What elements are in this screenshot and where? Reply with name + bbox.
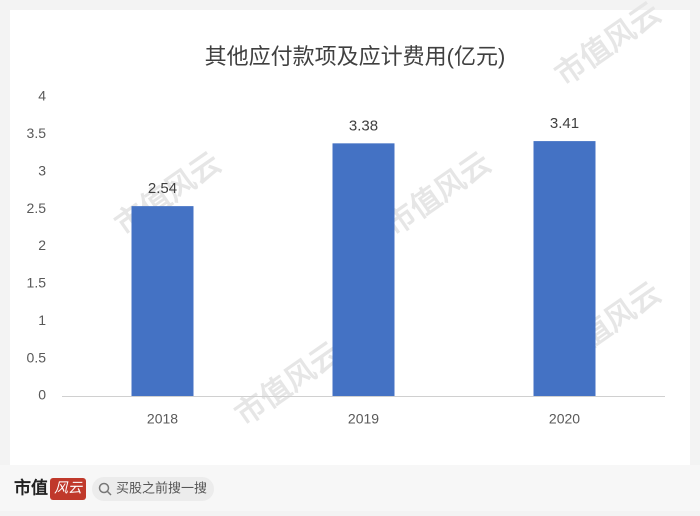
y-tick-label: 2.5: [27, 200, 47, 216]
logo-box: [50, 478, 86, 500]
search-box[interactable]: [92, 477, 214, 501]
search-icon: [98, 482, 110, 494]
x-tick-label: 2018: [147, 411, 178, 427]
footer-brand: 市值: [14, 477, 48, 497]
bar: [332, 143, 395, 396]
x-tick-label: 2019: [348, 411, 379, 427]
bar: [533, 141, 596, 396]
value-label: 2.54: [148, 180, 177, 197]
y-tick-label: 1.5: [27, 275, 47, 291]
value-label: 3.38: [349, 117, 378, 134]
y-tick-label: 4: [38, 88, 46, 104]
value-label: 3.41: [550, 115, 579, 132]
y-tick-label: 2: [38, 237, 46, 253]
y-tick-label: 3.5: [27, 125, 47, 141]
footer-logo: 风云: [54, 480, 83, 496]
search-text[interactable]: 买股之前搜一搜: [116, 480, 207, 495]
y-tick-label: 0: [38, 387, 46, 403]
y-tick-label: 1: [38, 312, 46, 328]
bar: [131, 206, 194, 396]
search-icon: [106, 490, 112, 496]
x-tick-label: 2020: [549, 411, 580, 427]
y-tick-label: 3: [38, 162, 46, 178]
chart-title: 其他应付款项及应计费用(亿元): [205, 44, 506, 69]
y-tick-label: 0.5: [27, 349, 47, 365]
